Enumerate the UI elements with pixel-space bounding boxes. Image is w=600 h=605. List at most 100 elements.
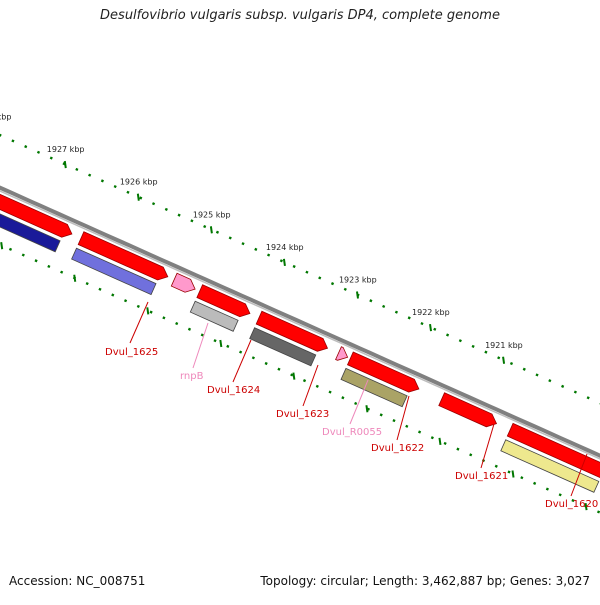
scale-dot: [420, 321, 424, 326]
lower-major-tick: [438, 437, 442, 446]
scale-dot: [267, 253, 271, 257]
scale-dot: [484, 350, 488, 354]
gene-arrow: [255, 310, 329, 352]
lower-scale-dot: [520, 476, 524, 480]
lower-scale-dot: [175, 321, 179, 326]
scale-dot: [254, 247, 258, 251]
scale-major-tick: [282, 258, 286, 267]
scale-dot: [88, 173, 92, 177]
lower-scale-dot: [379, 413, 383, 417]
scale-dot: [36, 150, 41, 154]
lower-scale-dot: [21, 253, 25, 257]
lower-scale-dot: [136, 304, 140, 309]
gene-label-leader: [302, 364, 319, 407]
scale-label: 1928 kbp: [0, 112, 11, 121]
gene-label-leader: [232, 339, 252, 383]
lower-major-tick: [511, 470, 515, 478]
scale-dot: [573, 390, 577, 394]
scale-major-tick: [502, 356, 506, 364]
scale-dot: [215, 230, 220, 234]
lower-scale-dot: [315, 384, 319, 388]
scale-label: 1927 kbp: [47, 145, 85, 154]
lower-scale-dot: [507, 470, 511, 474]
cds-block: [249, 327, 317, 367]
scale-dot: [445, 333, 450, 337]
lower-scale-dot: [341, 396, 345, 400]
lower-scale-dot: [111, 293, 115, 297]
scale-dot: [279, 259, 283, 263]
lower-scale-dot: [596, 510, 600, 514]
cds-block: [0, 213, 61, 253]
gene-label: Dvul_1623: [276, 409, 329, 420]
scale-dot: [343, 287, 347, 291]
accession-text: Accession: NC_008751: [9, 574, 146, 588]
scale-dot: [228, 236, 232, 240]
cds-block: [340, 367, 408, 408]
lower-scale-dot: [277, 367, 281, 371]
scale-dot: [561, 384, 565, 388]
genome-summary-text: Topology: circular; Length: 3,462,887 bp…: [260, 574, 590, 588]
scale-dot: [407, 316, 411, 320]
gene-label: Dvul_1620: [545, 499, 598, 510]
scale-major-tick: [136, 193, 140, 201]
lower-scale-dot: [85, 281, 89, 286]
scale-dot: [382, 304, 386, 309]
lower-scale-dot: [200, 333, 204, 337]
lower-scale-dot: [98, 287, 102, 291]
lower-scale-dot: [456, 447, 460, 451]
gene-label-leader: [129, 301, 149, 344]
genome-title: Desulfovibrio vulgaris subsp. vulgaris D…: [100, 8, 500, 23]
scale-label: 1926 kbp: [120, 178, 158, 187]
scale-major-tick: [429, 324, 433, 332]
scale-label: 1921 kbp: [485, 341, 523, 350]
scale-label: 1925 kbp: [193, 210, 231, 219]
gene-label: Dvul_R0055: [322, 427, 382, 438]
gene-arrow: [438, 392, 498, 428]
lower-scale-dot: [302, 379, 307, 383]
lower-scale-dot: [47, 264, 51, 269]
scale-dot: [190, 219, 194, 223]
lower-scale-dot: [430, 436, 434, 440]
scale-dot: [497, 356, 501, 360]
lower-scale-dot: [558, 493, 562, 497]
gene-label: Dvul_1624: [207, 385, 260, 396]
scale-dot: [139, 196, 143, 200]
gene-label-leader: [349, 379, 369, 425]
scale-dot: [177, 213, 181, 217]
gene-label: Dvul_1622: [371, 443, 424, 454]
scale-dot: [509, 361, 514, 366]
scale-dot: [113, 184, 117, 189]
lower-scale-dot: [328, 390, 332, 394]
scale-dot: [330, 282, 335, 286]
scale-label: 1923 kbp: [339, 276, 377, 285]
scale-dot: [100, 179, 104, 183]
lower-scale-dot: [545, 487, 549, 491]
scale-dot: [241, 242, 245, 246]
scale-dot: [548, 379, 552, 383]
lower-major-tick: [584, 502, 588, 511]
lower-scale-dot: [239, 350, 243, 354]
scale-major-tick: [209, 226, 213, 234]
cds-block: [71, 247, 157, 296]
scale-dot: [471, 344, 475, 348]
lower-scale-dot: [264, 361, 268, 366]
scale-dot: [292, 264, 296, 269]
gene-arrow: [335, 346, 349, 361]
scale-dot: [458, 339, 462, 343]
scale-major-tick: [63, 160, 67, 169]
scale-dot: [305, 270, 309, 274]
gene-arrow: [170, 272, 196, 293]
gene-label: Dvul_1621: [455, 471, 508, 482]
lower-scale-dot: [290, 373, 294, 377]
scale-dot: [535, 373, 539, 377]
lower-major-tick: [73, 274, 77, 282]
scale-dot: [318, 276, 322, 280]
scale-dot: [49, 156, 53, 160]
lower-major-tick: [365, 405, 369, 413]
scale-dot: [0, 133, 2, 137]
scale-dot: [203, 224, 207, 229]
gene-label: rnpB: [180, 371, 204, 382]
cds-block: [500, 439, 600, 493]
